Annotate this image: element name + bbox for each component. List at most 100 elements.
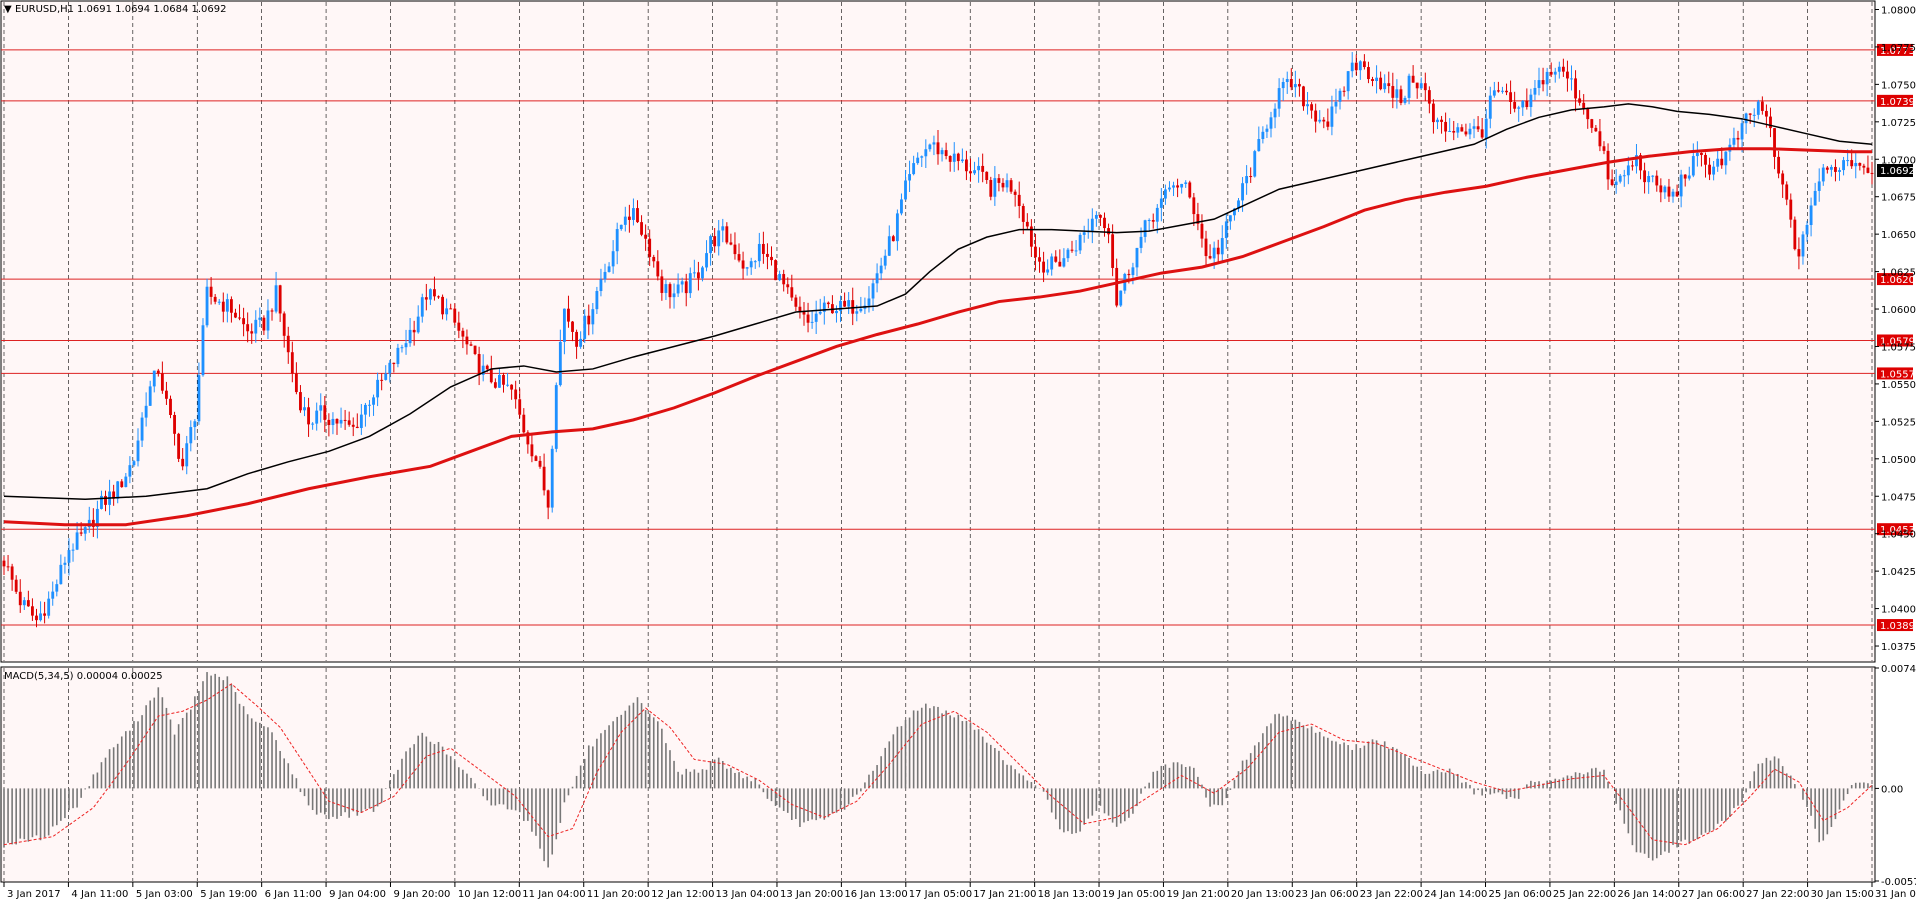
candle-body[interactable] bbox=[1842, 160, 1845, 171]
candle-body[interactable] bbox=[1440, 119, 1443, 122]
candle-body[interactable] bbox=[546, 490, 550, 508]
candle-body[interactable] bbox=[1647, 175, 1651, 183]
symbol-marker-icon[interactable]: ▼ bbox=[4, 4, 12, 15]
candle-body[interactable] bbox=[847, 300, 851, 307]
candle-body[interactable] bbox=[696, 272, 700, 279]
candle-body[interactable] bbox=[1330, 106, 1334, 127]
candle-body[interactable] bbox=[1821, 167, 1825, 182]
candle-body[interactable] bbox=[713, 236, 717, 247]
candle-body[interactable] bbox=[1553, 71, 1557, 75]
candle-body[interactable] bbox=[1476, 126, 1480, 130]
candle-body[interactable] bbox=[826, 302, 830, 305]
candle-body[interactable] bbox=[1009, 180, 1013, 192]
candle-body[interactable] bbox=[510, 384, 514, 390]
candle-body[interactable] bbox=[956, 153, 960, 162]
candle-body[interactable] bbox=[1505, 90, 1508, 93]
candle-body[interactable] bbox=[1752, 114, 1756, 116]
candle-body[interactable] bbox=[514, 389, 518, 400]
candle-body[interactable] bbox=[234, 312, 237, 318]
candle-body[interactable] bbox=[948, 156, 952, 162]
candle-body[interactable] bbox=[424, 297, 428, 300]
candle-body[interactable] bbox=[177, 433, 181, 459]
candle-body[interactable] bbox=[786, 284, 790, 288]
candle-body[interactable] bbox=[445, 308, 449, 315]
candle-body[interactable] bbox=[506, 384, 509, 386]
candle-body[interactable] bbox=[965, 159, 968, 172]
candle-body[interactable] bbox=[1545, 71, 1549, 85]
candle-body[interactable] bbox=[603, 271, 607, 280]
candle-body[interactable] bbox=[193, 421, 197, 428]
candle-body[interactable] bbox=[676, 284, 680, 294]
candle-body[interactable] bbox=[1809, 205, 1813, 226]
candle-body[interactable] bbox=[1289, 79, 1293, 88]
candle-body[interactable] bbox=[181, 458, 185, 467]
candle-body[interactable] bbox=[1346, 71, 1350, 92]
candle-body[interactable] bbox=[327, 419, 331, 426]
candle-body[interactable] bbox=[701, 267, 704, 279]
candle-body[interactable] bbox=[1070, 249, 1074, 251]
candle-body[interactable] bbox=[1635, 155, 1638, 167]
candle-body[interactable] bbox=[1561, 66, 1565, 72]
candle-body[interactable] bbox=[1659, 185, 1663, 193]
candle-body[interactable] bbox=[1651, 175, 1655, 177]
candle-body[interactable] bbox=[489, 369, 493, 383]
candle-body[interactable] bbox=[575, 331, 579, 347]
candle-body[interactable] bbox=[152, 370, 156, 387]
candle-body[interactable] bbox=[1192, 197, 1196, 215]
candle-body[interactable] bbox=[1488, 95, 1492, 119]
candle-body[interactable] bbox=[437, 296, 440, 298]
candle-body[interactable] bbox=[116, 481, 120, 499]
candle-body[interactable] bbox=[1403, 97, 1407, 103]
candle-body[interactable] bbox=[428, 289, 432, 300]
candle-body[interactable] bbox=[1541, 80, 1545, 85]
candle-body[interactable] bbox=[908, 174, 911, 181]
candle-body[interactable] bbox=[1570, 78, 1573, 80]
candle-body[interactable] bbox=[278, 285, 282, 314]
candle-body[interactable] bbox=[530, 444, 534, 457]
candle-body[interactable] bbox=[128, 465, 132, 477]
candle-body[interactable] bbox=[412, 329, 416, 333]
candle-body[interactable] bbox=[1525, 100, 1529, 108]
candle-body[interactable] bbox=[1521, 100, 1525, 108]
candle-body[interactable] bbox=[1281, 82, 1285, 89]
candle-body[interactable] bbox=[1237, 200, 1240, 209]
candle-body[interactable] bbox=[1269, 117, 1273, 129]
candle-body[interactable] bbox=[977, 165, 981, 171]
candle-body[interactable] bbox=[1358, 61, 1362, 71]
candle-body[interactable] bbox=[822, 302, 826, 312]
candle-body[interactable] bbox=[1460, 127, 1464, 132]
candle-body[interactable] bbox=[469, 344, 473, 346]
candle-body[interactable] bbox=[148, 386, 152, 406]
candle-body[interactable] bbox=[1001, 182, 1005, 188]
candle-body[interactable] bbox=[1204, 238, 1208, 257]
candle-body[interactable] bbox=[875, 273, 879, 284]
candle-body[interactable] bbox=[1825, 167, 1829, 170]
candle-body[interactable] bbox=[1423, 83, 1427, 91]
candle-body[interactable] bbox=[1306, 104, 1309, 107]
candle-body[interactable] bbox=[636, 208, 639, 223]
candle-body[interactable] bbox=[660, 276, 664, 293]
candle-body[interactable] bbox=[920, 156, 924, 158]
candle-body[interactable] bbox=[1196, 214, 1200, 224]
candle-body[interactable] bbox=[1103, 217, 1106, 229]
candle-body[interactable] bbox=[1557, 66, 1561, 72]
candle-body[interactable] bbox=[493, 382, 497, 388]
candle-body[interactable] bbox=[571, 321, 574, 332]
candle-body[interactable] bbox=[124, 476, 128, 488]
candle-body[interactable] bbox=[1793, 219, 1797, 250]
candle-body[interactable] bbox=[229, 299, 233, 313]
candle-body[interactable] bbox=[1480, 129, 1484, 138]
candle-body[interactable] bbox=[579, 338, 583, 347]
candle-body[interactable] bbox=[1590, 119, 1594, 128]
candle-body[interactable] bbox=[1082, 232, 1086, 235]
candle-body[interactable] bbox=[1038, 257, 1041, 262]
candle-body[interactable] bbox=[1432, 103, 1435, 123]
candle-body[interactable] bbox=[83, 527, 87, 534]
candle-body[interactable] bbox=[1813, 190, 1817, 206]
candle-body[interactable] bbox=[1594, 127, 1598, 132]
candle-body[interactable] bbox=[705, 253, 708, 268]
candle-body[interactable] bbox=[1744, 113, 1748, 124]
candle-body[interactable] bbox=[542, 466, 546, 491]
candle-body[interactable] bbox=[465, 336, 469, 345]
candle-body[interactable] bbox=[855, 311, 859, 314]
